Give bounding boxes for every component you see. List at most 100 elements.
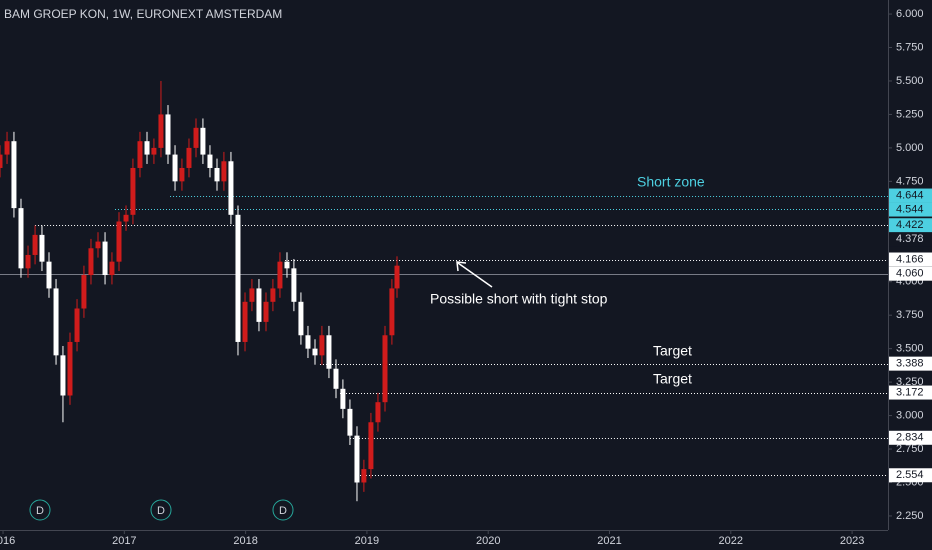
candle-body: [116, 221, 122, 262]
price-label: 2.554: [896, 469, 924, 481]
candle-body: [74, 308, 80, 342]
x-tick-label: 2023: [840, 535, 864, 547]
candle-body: [340, 388, 346, 409]
dividend-marker: D: [272, 499, 294, 521]
x-tick-label: 2021: [597, 535, 621, 547]
dividend-marker: D: [150, 499, 172, 521]
candle-body: [228, 161, 234, 215]
price-label: 3.388: [896, 358, 924, 370]
dividend-label: D: [36, 505, 44, 517]
candle-body: [277, 261, 283, 289]
candle-body: [11, 141, 17, 209]
price-label: 4.644: [896, 189, 924, 201]
price-label: 4.422: [896, 219, 924, 231]
dividend-marker: D: [29, 499, 51, 521]
y-tick-label: 2.750: [896, 443, 924, 455]
candle-body: [382, 335, 388, 403]
x-tick-label: 2022: [719, 535, 743, 547]
candle-body: [39, 234, 45, 262]
price-label: 4.544: [896, 203, 924, 215]
y-tick-label: 6.000: [896, 8, 924, 20]
candle-body: [60, 355, 66, 396]
candle-body: [193, 127, 199, 148]
candle-body: [249, 288, 255, 302]
candle-body: [333, 368, 339, 389]
candle-body: [109, 261, 115, 276]
y-tick-label: 5.000: [896, 142, 924, 154]
candle-body: [235, 214, 241, 342]
candle-body: [144, 141, 150, 155]
candle-body: [284, 261, 290, 269]
candle-body: [368, 422, 374, 470]
x-tick-label: 2017: [112, 535, 136, 547]
candle-body: [221, 161, 227, 182]
candle-body: [53, 288, 59, 356]
price-label-box: [889, 385, 932, 400]
price-label-box: [889, 232, 932, 247]
price-label-box: [889, 468, 932, 483]
y-tick-label: 3.250: [896, 376, 924, 388]
price-label-box: [889, 218, 932, 233]
annotation: Target: [653, 343, 692, 359]
x-tick-label: 2018: [233, 535, 257, 547]
candle-body: [263, 301, 269, 322]
candle-body: [158, 114, 164, 148]
candle-body: [123, 214, 129, 222]
y-tick-label: 5.250: [896, 108, 924, 120]
candle-body: [88, 248, 94, 276]
candle-body: [394, 265, 400, 289]
candle-body: [375, 402, 381, 423]
candle-body: [200, 127, 206, 155]
candle-body: [179, 167, 185, 182]
y-tick-label: 5.500: [896, 75, 924, 87]
candle-body: [95, 241, 101, 249]
x-tick-label: 2016: [0, 535, 15, 547]
candle-body: [130, 167, 136, 215]
candle-body: [32, 234, 38, 255]
candle-body: [137, 141, 143, 168]
y-tick-label: 3.500: [896, 343, 924, 355]
candle-body: [165, 114, 171, 155]
candle-body: [102, 241, 108, 276]
price-label-box: [889, 252, 932, 267]
candle-body: [4, 141, 10, 155]
candle-body: [242, 301, 248, 342]
price-label-box: [889, 188, 932, 203]
candle-body: [18, 208, 24, 269]
annotation: Target: [653, 371, 692, 387]
candle-body: [25, 254, 31, 269]
price-label: 4.060: [896, 268, 924, 280]
candle-body: [172, 154, 178, 182]
candle-body: [186, 147, 192, 168]
candle-body: [389, 288, 395, 336]
y-tick-label: 3.000: [896, 409, 924, 421]
candle-body: [67, 341, 73, 396]
y-tick-label: 2.250: [896, 510, 924, 522]
price-label: 3.172: [896, 386, 924, 398]
price-label-box: [889, 266, 932, 281]
y-tick-label: 5.750: [896, 41, 924, 53]
candle-body: [0, 154, 3, 168]
y-tick-label: 4.750: [896, 175, 924, 187]
candle-body: [46, 261, 52, 289]
candle-body: [207, 154, 213, 168]
candle-body: [347, 408, 353, 436]
price-label: 4.378: [896, 233, 924, 245]
annotation: Short zone: [637, 174, 705, 190]
dividend-label: D: [279, 505, 287, 517]
price-label-box: [889, 202, 932, 217]
candle-body: [214, 167, 220, 182]
candle-body: [312, 348, 318, 356]
candle-body: [270, 288, 276, 302]
candle-body: [361, 469, 367, 483]
candle-body: [326, 335, 332, 369]
price-label-box: [889, 430, 932, 445]
price-label: 2.834: [896, 432, 924, 444]
candle-body: [151, 147, 157, 155]
x-tick-label: 2020: [476, 535, 500, 547]
candle-body: [291, 268, 297, 302]
dividend-label: D: [157, 505, 165, 517]
x-tick-label: 2019: [355, 535, 379, 547]
price-label: 4.166: [896, 253, 924, 265]
